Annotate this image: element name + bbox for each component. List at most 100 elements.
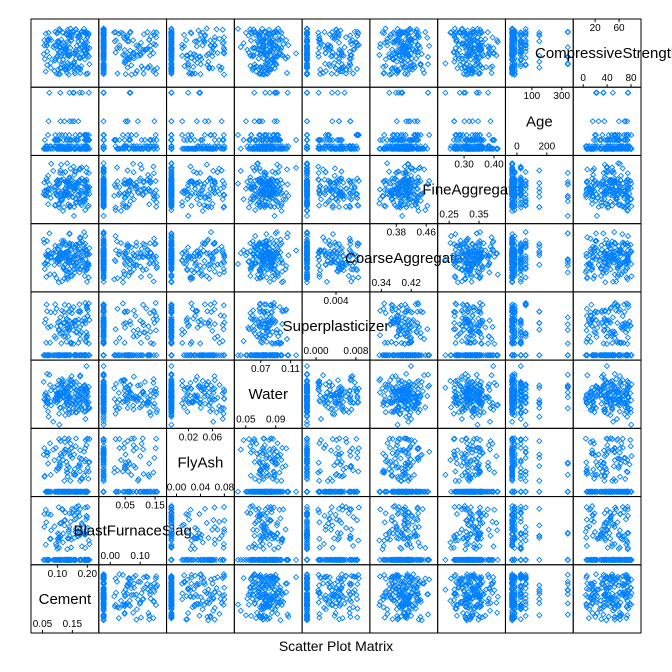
data-point [381,593,388,600]
data-point [394,612,401,620]
data-point [139,435,146,442]
data-point [486,446,494,453]
data-point [517,583,524,591]
data-point [55,410,63,417]
data-point [272,576,279,583]
data-point [410,458,417,466]
data-point [564,488,571,495]
data-point [303,556,311,564]
data-point [260,591,268,599]
data-point [147,595,154,602]
data-point [72,435,80,442]
data-point [199,377,206,385]
data-point [150,580,158,587]
data-point [517,488,524,495]
data-point [100,488,107,495]
data-point [266,541,273,548]
data-point [247,591,254,598]
data-point [381,519,388,526]
data-point [403,614,411,622]
data-point [458,580,465,587]
data-point [117,456,125,464]
data-point [205,586,212,593]
data-point [303,488,311,495]
data-point [517,556,524,564]
data-point [100,488,107,495]
data-point [303,488,311,495]
tick-label: 0.05 [33,619,53,630]
data-point [564,611,571,618]
data-point [168,556,175,564]
data-point [517,556,524,564]
data-point [247,588,254,595]
data-point [464,588,472,596]
data-point [100,606,107,613]
data-point [334,444,342,452]
data-point [179,596,186,603]
data-point [183,616,190,623]
data-point [100,488,107,495]
data-point [168,556,175,564]
data-point [453,460,461,467]
data-point [522,556,529,564]
data-point [268,609,276,617]
data-point [388,574,395,581]
panel-CompressiveStrength-vs-FlyAsh [572,427,642,498]
data-point [136,600,143,608]
data-point [517,488,524,495]
data-point [564,556,571,564]
data-point [100,488,107,495]
data-point [303,616,311,623]
panel-frame [301,496,371,566]
data-point [214,574,221,581]
data-point [471,579,478,586]
data-point [264,616,271,623]
data-point [100,488,107,495]
data-point [187,506,194,513]
data-point [56,421,63,428]
data-point [564,587,571,594]
data-point [100,488,107,495]
data-point [191,603,198,610]
data-point [397,601,404,608]
data-point [303,574,311,582]
data-point [522,528,529,536]
data-point [137,614,145,621]
data-point [522,556,529,564]
data-point [328,504,335,511]
tick-label: 0.04 [191,483,211,494]
data-point [486,607,494,614]
data-point [477,603,485,610]
data-point [271,586,278,593]
data-point [146,616,153,623]
diagonal-label-BlastFurnaceSlag: BlastFurnaceSlag [73,523,191,540]
data-point [321,573,328,581]
data-point [334,377,342,384]
data-point [522,454,529,462]
data-point [128,585,135,592]
data-point [327,509,334,517]
data-point [564,488,571,495]
data-point [46,440,54,447]
data-point [152,445,159,452]
data-point [463,610,471,618]
data-point [211,616,218,623]
data-point [522,595,529,602]
data-point [315,459,322,466]
data-point [303,556,311,564]
data-point [457,576,464,583]
data-point [338,578,345,586]
data-point [168,556,175,564]
data-point [517,488,524,495]
panel-CoarseAggregate-vs-BlastFurnaceSlag [369,496,439,566]
data-point [100,488,107,495]
data-point [592,571,600,578]
data-point [46,381,54,389]
data-point [319,372,327,379]
data-point [168,556,175,564]
data-point [348,598,355,605]
data-point [168,556,175,564]
data-point [394,421,401,428]
data-point [193,580,201,587]
